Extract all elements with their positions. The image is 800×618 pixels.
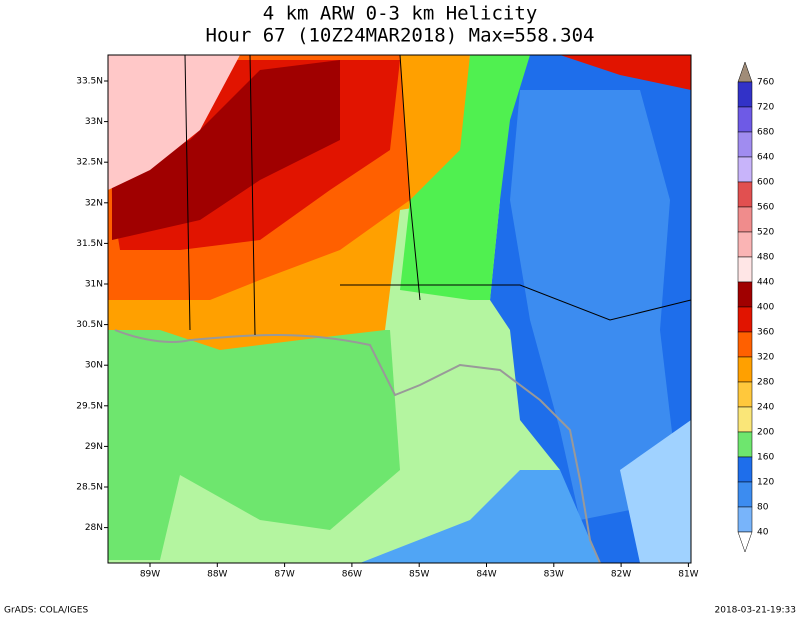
lat-label: 31.5N [76,239,103,249]
lon-label: 86W [342,570,362,580]
helicity-field [108,55,691,563]
lon-label: 82W [611,570,631,580]
lat-label: 33.5N [76,77,103,87]
colorbar-label: 760 [757,78,774,88]
lon-label: 87W [274,570,294,580]
lat-label: 33N [85,117,103,127]
lat-label: 29N [85,442,103,452]
colorbar-label: 40 [757,528,769,538]
colorbar-label: 360 [757,328,774,338]
colorbar-label: 280 [757,378,774,388]
colorbar-label: 520 [757,228,774,238]
title-line: Hour 67 (10Z24MAR2018) Max=558.304 [206,25,595,47]
map-frame [107,54,692,564]
lon-label: 85W [409,570,429,580]
lon-label: 83W [544,570,564,580]
lat-label: 30N [85,361,103,371]
colorbar-label: 600 [757,178,774,188]
colorbar-label: 440 [757,278,774,288]
colorbar-label: 720 [757,103,774,113]
lon-label: 88W [207,570,227,580]
colorbar-label: 680 [757,128,774,138]
lat-label: 32.5N [76,158,103,168]
lat-label: 32N [85,198,103,208]
colorbar-label: 560 [757,203,774,213]
colorbar-label: 240 [757,403,774,413]
colorbar-label: 320 [757,353,774,363]
lat-label: 30.5N [76,320,103,330]
footer-right: 2018-03-21-19:33 [715,606,797,616]
lat-label: 29.5N [76,401,103,411]
lon-label: 84W [476,570,496,580]
colorbar-label: 200 [757,428,774,438]
lon-label: 89W [140,570,160,580]
lat-label: 28.5N [76,483,103,493]
colorbar-label: 480 [757,253,774,263]
colorbar [737,61,753,553]
colorbar-label: 160 [757,453,774,463]
lat-label: 28N [85,523,103,533]
colorbar-label: 400 [757,303,774,313]
colorbar-label: 640 [757,153,774,163]
lon-label: 81W [678,570,698,580]
lat-label: 31N [85,280,103,290]
colorbar-label: 80 [757,503,769,513]
title-line: 4 km ARW 0-3 km Helicity [263,3,538,25]
footer-left: GrADS: COLA/IGES [4,606,88,616]
colorbar-label: 120 [757,478,774,488]
